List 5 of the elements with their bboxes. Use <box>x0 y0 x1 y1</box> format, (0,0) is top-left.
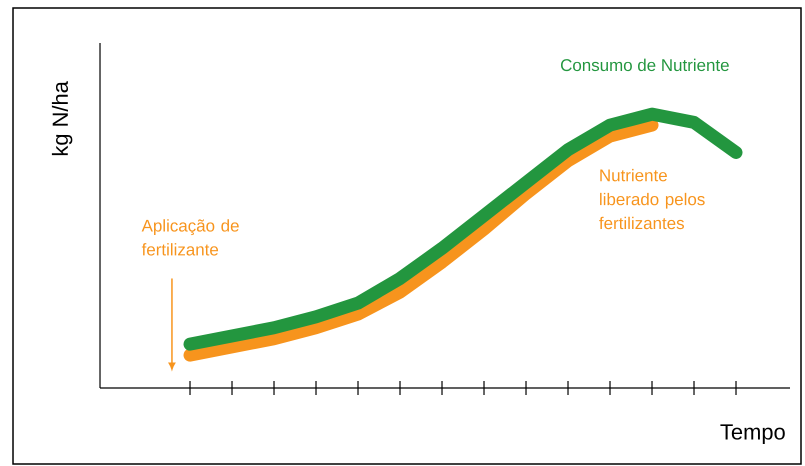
y-axis-title: kg N/ha <box>52 81 72 156</box>
series-label: Nutriente liberado pelos fertilizantes <box>599 168 705 230</box>
text: Consumo de Nutriente <box>561 58 729 72</box>
annotation: Aplicação de fertilizante <box>142 219 239 256</box>
x-axis-title: Tempo <box>720 424 785 444</box>
